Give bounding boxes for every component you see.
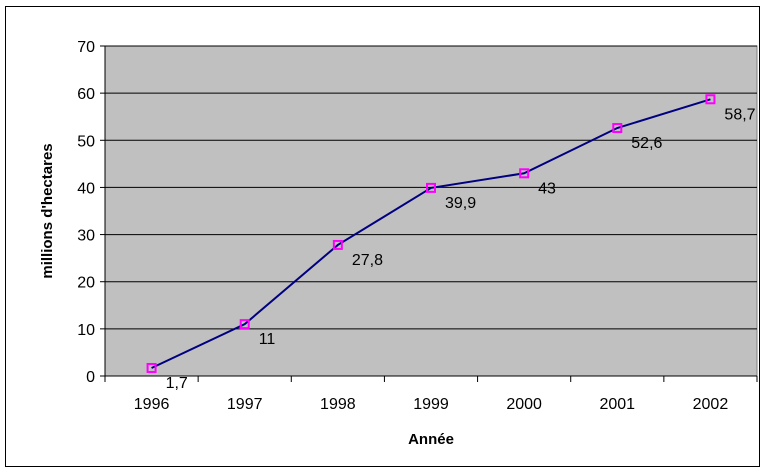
x-tick-label: 2001 (599, 396, 635, 413)
data-label: 11 (259, 331, 276, 348)
y-tick-label: 10 (77, 322, 95, 339)
plot-area (104, 45, 758, 377)
y-axis-title: millions d'hectares (39, 143, 56, 278)
data-point-marker (239, 319, 250, 330)
x-tick-label: 2000 (506, 396, 542, 413)
data-point-marker (146, 362, 157, 373)
axes (100, 45, 758, 382)
data-point-marker (332, 239, 343, 250)
data-point-marker (705, 94, 716, 105)
x-axis-title: Année (408, 431, 454, 448)
x-tick-label: 2002 (693, 396, 729, 413)
x-tick-label: 1996 (134, 396, 170, 413)
x-tick-labels: 1996 1997 1998 1999 2000 2001 2002 (134, 396, 729, 413)
y-tick-label: 60 (77, 86, 95, 103)
data-label: 27,8 (352, 252, 383, 269)
data-labels: 1,7 11 27,8 39,9 43 52,6 58,7 (166, 106, 756, 392)
x-tick-label: 1999 (413, 396, 449, 413)
y-tick-labels: 0 10 20 30 40 50 60 70 (77, 39, 95, 386)
x-tick-label: 1998 (320, 396, 356, 413)
data-point-marker (612, 123, 623, 134)
series-line (151, 98, 711, 369)
data-label: 1,7 (166, 375, 188, 392)
y-tick-label: 40 (77, 180, 95, 197)
y-tick-label: 50 (77, 133, 95, 150)
x-tick-label: 1997 (227, 396, 263, 413)
data-point-marker (519, 168, 530, 179)
data-label: 52,6 (631, 135, 662, 152)
data-point-marker (426, 182, 436, 193)
data-markers (146, 94, 716, 373)
y-tick-label: 30 (77, 228, 95, 245)
data-label: 58,7 (724, 106, 755, 123)
data-label: 43 (538, 180, 556, 197)
y-tick-label: 20 (77, 275, 95, 292)
y-tick-label: 70 (77, 39, 95, 56)
grid-lines (105, 45, 757, 330)
data-label: 39,9 (445, 195, 476, 212)
y-tick-label: 0 (86, 369, 95, 386)
